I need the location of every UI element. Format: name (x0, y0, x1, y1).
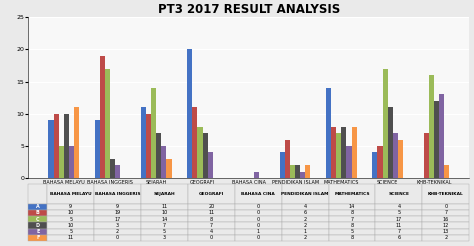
Bar (424, 133, 429, 178)
Bar (141, 107, 146, 178)
Bar (341, 127, 346, 178)
Bar (69, 146, 74, 178)
Bar (300, 172, 305, 178)
Bar (48, 120, 54, 178)
Bar (115, 165, 120, 178)
Bar (326, 88, 331, 178)
Bar (166, 159, 172, 178)
Bar (151, 88, 156, 178)
Bar (64, 114, 69, 178)
Bar (439, 94, 444, 178)
Bar (352, 127, 356, 178)
Bar (434, 101, 439, 178)
Bar (285, 139, 290, 178)
Bar (54, 114, 59, 178)
Bar (383, 69, 388, 178)
Bar (398, 139, 403, 178)
Bar (377, 146, 383, 178)
Bar (105, 69, 110, 178)
Bar (74, 107, 79, 178)
Bar (388, 107, 393, 178)
Bar (254, 172, 259, 178)
Bar (156, 133, 161, 178)
Bar (110, 159, 115, 178)
Bar (290, 165, 295, 178)
Bar (208, 153, 213, 178)
Bar (280, 153, 285, 178)
Bar (59, 146, 64, 178)
Bar (198, 127, 202, 178)
Bar (192, 107, 198, 178)
Bar (187, 49, 192, 178)
Bar (202, 133, 208, 178)
Bar (100, 56, 105, 178)
Bar (95, 120, 100, 178)
Title: PT3 2017 RESULT ANALYSIS: PT3 2017 RESULT ANALYSIS (158, 3, 340, 16)
Bar (337, 133, 341, 178)
Bar (429, 75, 434, 178)
Bar (305, 165, 310, 178)
Bar (161, 146, 166, 178)
Bar (444, 165, 449, 178)
Bar (146, 114, 151, 178)
Bar (295, 165, 300, 178)
Bar (373, 153, 377, 178)
Bar (331, 127, 337, 178)
Bar (346, 146, 352, 178)
Bar (393, 133, 398, 178)
